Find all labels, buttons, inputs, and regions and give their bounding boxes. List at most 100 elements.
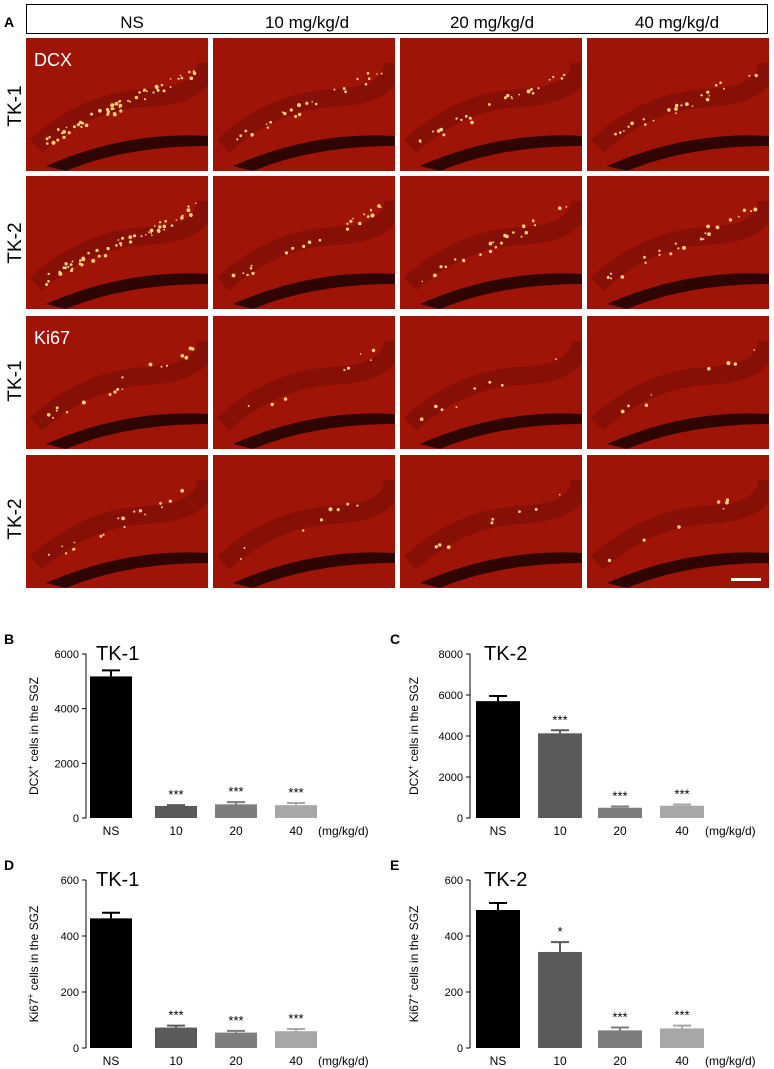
significance-label: *** — [168, 787, 183, 802]
category-label: 20 — [613, 1054, 627, 1068]
significance-label: *** — [288, 785, 303, 800]
y-tick-label: 200 — [445, 987, 463, 999]
scale-bar — [731, 578, 761, 581]
y-tick-label: 0 — [457, 813, 463, 825]
y-tick-label: 6000 — [55, 649, 79, 661]
y-axis-label: DCX+ cells in the SGZ — [406, 677, 421, 795]
micrograph-r4-c4 — [587, 455, 769, 588]
panel-letter: C — [390, 631, 400, 647]
col-label-40: 40 mg/kg/d — [634, 13, 720, 32]
bar-10 — [538, 733, 582, 818]
bar-ns — [90, 676, 132, 818]
category-label: NS — [490, 1054, 507, 1068]
bar-ns — [476, 909, 520, 1048]
significance-label: *** — [228, 784, 243, 799]
y-tick-label: 8000 — [439, 649, 463, 661]
significance-label: *** — [168, 1008, 183, 1023]
category-label: NS — [103, 1054, 120, 1068]
stain-label-dcx: DCX — [34, 50, 73, 70]
col-label-20: 20 mg/kg/d — [449, 13, 535, 32]
y-tick-label: 0 — [457, 1043, 463, 1055]
micrograph-r4-c1 — [26, 455, 208, 588]
category-label: 20 — [229, 1054, 243, 1068]
bar-ns — [90, 918, 132, 1048]
unit-label: (mg/kg/d) — [705, 824, 756, 838]
col-label-ns: NS — [120, 13, 144, 32]
column-header-box: NS 10 mg/kg/d 20 mg/kg/d 40 mg/kg/d — [26, 4, 768, 34]
significance-label: *** — [228, 1013, 243, 1028]
category-label: 40 — [289, 824, 303, 838]
micrograph-r1-c3 — [400, 38, 582, 171]
significance-label: *** — [674, 786, 689, 801]
micrograph-r4-c2 — [213, 455, 395, 588]
micrograph-r1-c2 — [213, 38, 395, 171]
micrograph-r4-c3 — [400, 455, 582, 588]
micrograph-r3-c3 — [400, 316, 582, 449]
micrograph-r1-c4 — [587, 38, 769, 171]
panel-letter: E — [390, 857, 399, 873]
significance-label: * — [557, 924, 562, 939]
y-tick-label: 2000 — [439, 772, 463, 784]
y-axis-label: DCX+ cells in the SGZ — [26, 677, 41, 795]
chart-title: TK-1 — [96, 643, 139, 665]
bar-10 — [538, 951, 582, 1048]
chart-title: TK-1 — [96, 869, 139, 891]
category-label: 40 — [289, 1054, 303, 1068]
micrograph-r3-c2 — [213, 316, 395, 449]
panel-letter: B — [4, 631, 14, 647]
category-label: 40 — [675, 1054, 689, 1068]
bar-20 — [215, 804, 257, 818]
category-label: 40 — [675, 824, 689, 838]
bar-10 — [155, 805, 197, 818]
y-tick-label: 600 — [445, 875, 463, 887]
y-tick-label: 6000 — [439, 690, 463, 702]
micrograph-r2-c4 — [587, 176, 769, 309]
col-label-10: 10 mg/kg/d — [264, 13, 350, 32]
category-label: NS — [103, 824, 120, 838]
significance-label: *** — [552, 712, 567, 727]
bar-20 — [598, 807, 642, 818]
bar-40 — [660, 1028, 704, 1048]
category-label: 10 — [169, 824, 183, 838]
y-tick-label: 400 — [445, 931, 463, 943]
bar-20 — [215, 1032, 257, 1048]
bar-40 — [275, 805, 317, 818]
y-tick-label: 4000 — [55, 704, 79, 716]
y-axis-label: Ki67+ cells in the SGZ — [406, 906, 421, 1023]
y-tick-label: 0 — [73, 1043, 79, 1055]
significance-label: *** — [674, 1008, 689, 1023]
category-label: 10 — [553, 824, 567, 838]
micrograph-r3-c1 — [26, 316, 208, 449]
panel-letter-a: A — [4, 14, 15, 30]
chart-panel-d: D TK-1 0 200 400 600 Ki67+ cells in the SGZ NS *… — [4, 857, 369, 1068]
category-label: 10 — [553, 1054, 567, 1068]
micrograph-r1-c1 — [26, 38, 208, 171]
micrograph-r3-c4 — [587, 316, 769, 449]
y-tick-label: 0 — [73, 813, 79, 825]
chart-panel-b: B TK-1 0 2000 4000 6000 DCX+ cells in the SGZ N… — [4, 631, 369, 838]
y-tick-label: 4000 — [439, 731, 463, 743]
stain-label-ki67: Ki67 — [34, 328, 71, 348]
y-tick-label: 400 — [61, 931, 79, 943]
category-label: 10 — [169, 1054, 183, 1068]
y-axis-label: Ki67+ cells in the SGZ — [26, 906, 41, 1023]
chart-title: TK-2 — [484, 869, 527, 891]
significance-label: *** — [288, 1011, 303, 1026]
micrograph-r2-c1 — [26, 176, 208, 309]
category-label: 20 — [229, 824, 243, 838]
chart-panel-c: C TK-2 0 2000 4000 6000 8000 DCX+ cells in the … — [390, 631, 756, 838]
unit-label: (mg/kg/d) — [705, 1054, 756, 1068]
category-label: 20 — [613, 824, 627, 838]
y-tick-label: 200 — [61, 987, 79, 999]
bar-ns — [476, 701, 520, 818]
bar-40 — [275, 1031, 317, 1048]
y-tick-label: 600 — [61, 875, 79, 887]
unit-label: (mg/kg/d) — [318, 824, 369, 838]
category-label: NS — [490, 824, 507, 838]
unit-label: (mg/kg/d) — [318, 1054, 369, 1068]
chart-panel-e: E TK-2 0 200 400 600 Ki67+ cells in the SGZ NS *… — [390, 857, 756, 1068]
panel-letter: D — [4, 857, 14, 873]
bar-40 — [660, 805, 704, 818]
micrograph-r2-c2 — [213, 176, 395, 309]
